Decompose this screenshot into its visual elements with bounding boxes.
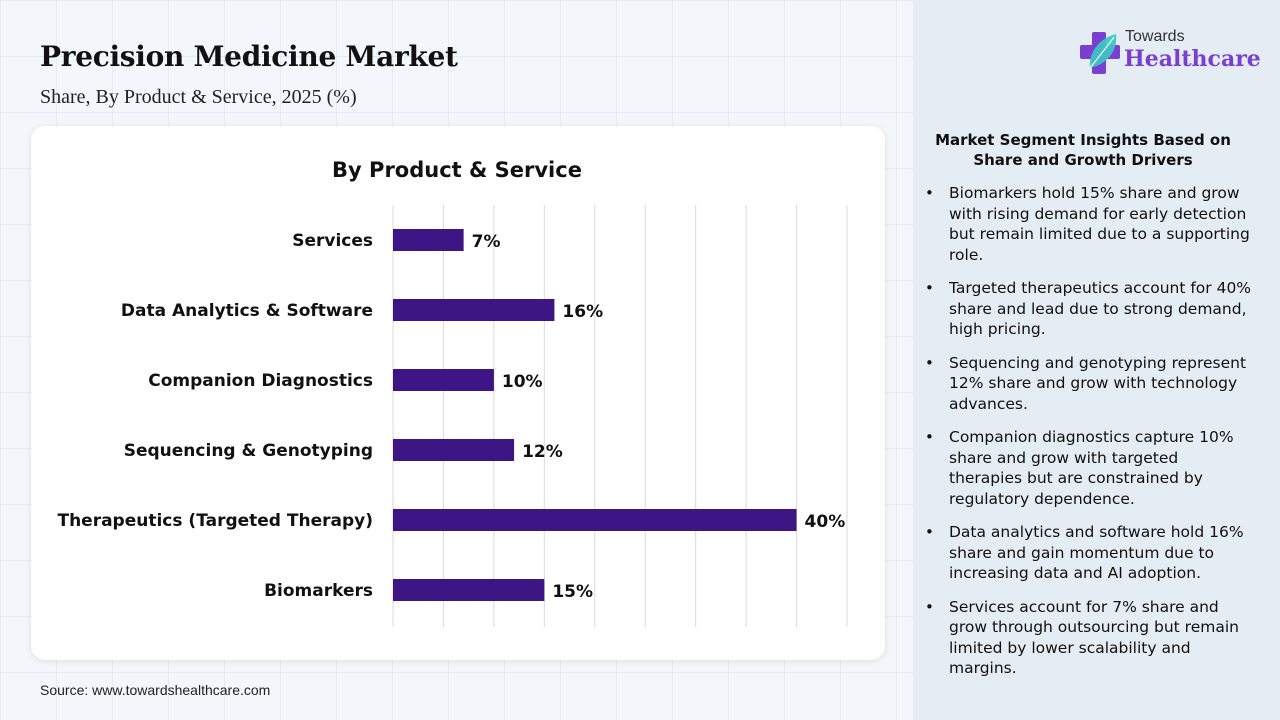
bullet-icon: • [925, 428, 934, 446]
insight-text: Targeted therapeutics account for 40% sh… [949, 279, 1252, 338]
category-label: Services [292, 231, 373, 251]
category-label: Biomarkers [264, 581, 373, 601]
value-label: 7% [472, 232, 501, 252]
insight-item: • Companion diagnostics capture 10% share… [925, 427, 1255, 509]
value-label: 12% [522, 442, 563, 462]
value-label: 16% [562, 302, 603, 322]
insight-item: • Services account for 7% share and grow … [925, 597, 1255, 679]
insights-list: • Biomarkers hold 15% share and grow with… [925, 183, 1255, 692]
gridlines [392, 205, 848, 627]
insight-item: • Targeted therapeutics account for 40% s… [925, 278, 1255, 340]
category-labels: Services Data Analytics & Software Compani… [57, 231, 373, 601]
insight-text: Services account for 7% share and grow t… [949, 597, 1239, 678]
insight-text: Sequencing and genotyping represent 12% … [949, 353, 1247, 413]
insights-title: Market Segment Insights Based on Share a… [935, 131, 1231, 169]
insight-text: Companion diagnostics capture 10% share … [949, 428, 1234, 508]
bullet-icon: • [925, 597, 934, 616]
insights-panel-background [913, 0, 1280, 720]
logo: Towards Healthcare [1078, 28, 1261, 78]
page-subtitle: Share, By Product & Service, 2025 (%) [40, 86, 357, 108]
insight-item: • Sequencing and genotyping represent 12%… [925, 353, 1255, 415]
bullet-icon: • [925, 279, 934, 297]
insight-item: • Data analytics and software hold 16% sh… [925, 522, 1255, 584]
bars [393, 229, 797, 601]
bullet-icon: • [925, 184, 934, 202]
bar [393, 439, 515, 461]
bar [393, 299, 555, 321]
category-label: Data Analytics & Software [121, 301, 373, 321]
category-label: Therapeutics (Targeted Therapy) [57, 511, 373, 531]
bar [393, 579, 545, 601]
bar [393, 229, 464, 251]
bullet-icon: • [925, 353, 934, 372]
value-label: 10% [502, 372, 543, 392]
insight-text: Biomarkers hold 15% share and grow with … [949, 184, 1250, 264]
value-labels: 7% 16% 10% 12% 40% 15% [472, 232, 846, 602]
bar-chart: Services Data Analytics & Software Compani… [57, 205, 848, 627]
page-title: Precision Medicine Market [40, 40, 458, 73]
category-label: Companion Diagnostics [148, 371, 373, 391]
chart-card [31, 126, 885, 660]
logo-text-healthcare: Healthcare [1124, 46, 1261, 72]
insight-text: Data analytics and software hold 16% sha… [949, 523, 1244, 582]
logo-text-towards: Towards [1125, 28, 1185, 45]
source-note: Source: www.towardshealthcare.com [40, 682, 271, 698]
chart-title: By Product & Service [332, 158, 582, 182]
bar [393, 509, 797, 531]
value-label: 15% [552, 582, 593, 602]
insight-item: • Biomarkers hold 15% share and grow with… [925, 183, 1255, 265]
value-label: 40% [805, 512, 846, 532]
bullet-icon: • [925, 523, 934, 541]
bar [393, 369, 494, 391]
category-label: Sequencing & Genotyping [124, 441, 373, 461]
cross-leaf-icon [1080, 32, 1120, 74]
